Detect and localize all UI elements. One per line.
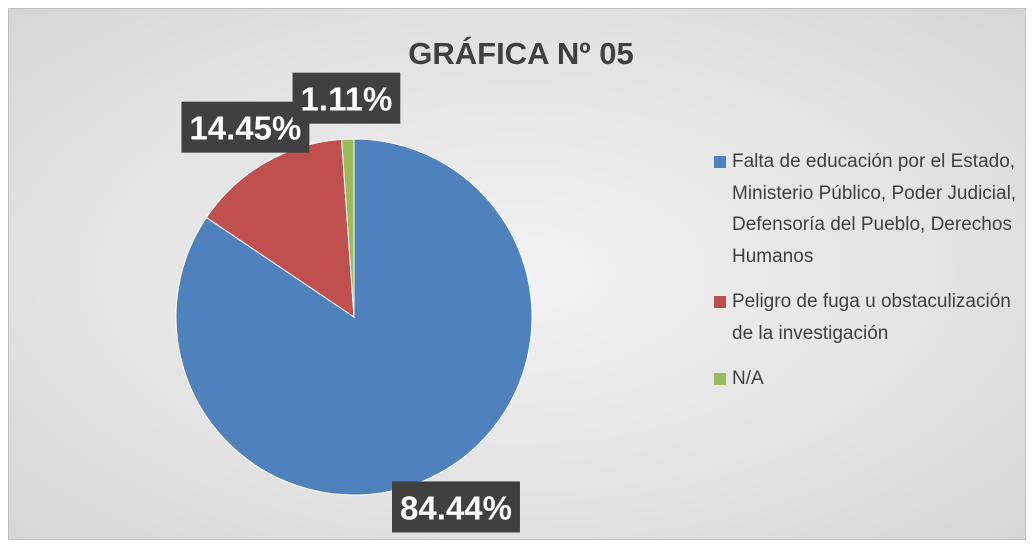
legend-item: Falta de educación por el Estado, Minist… [712,146,1022,272]
data-label: 1.11% [292,72,401,124]
legend-label: N/A [732,368,764,389]
data-label-box [392,481,520,533]
legend-swatch [714,156,726,168]
legend: Falta de educación por el Estado, Minist… [712,146,1022,409]
legend-item: N/A [712,363,1022,395]
data-label: 84.44% [392,481,520,533]
chart-title: GRÁFICA Nº 05 [408,36,633,71]
legend-item: Peligro de fuga u obstaculización de la … [712,286,1022,349]
data-label-text: 1.11% [301,81,393,118]
data-label: 14.45% [181,101,310,153]
legend-swatch [714,296,726,308]
pie-slice [341,138,355,318]
legend-label: Falta de educación por el Estado, Minist… [732,151,1017,267]
data-label-text: 84.44% [400,489,512,526]
data-label-text: 14.45% [189,110,301,147]
legend-swatch [714,373,726,385]
data-label-box [292,72,401,124]
legend-label: Peligro de fuga u obstaculización de la … [732,291,1011,344]
pie-slice [205,138,355,318]
data-label-box [181,101,310,153]
